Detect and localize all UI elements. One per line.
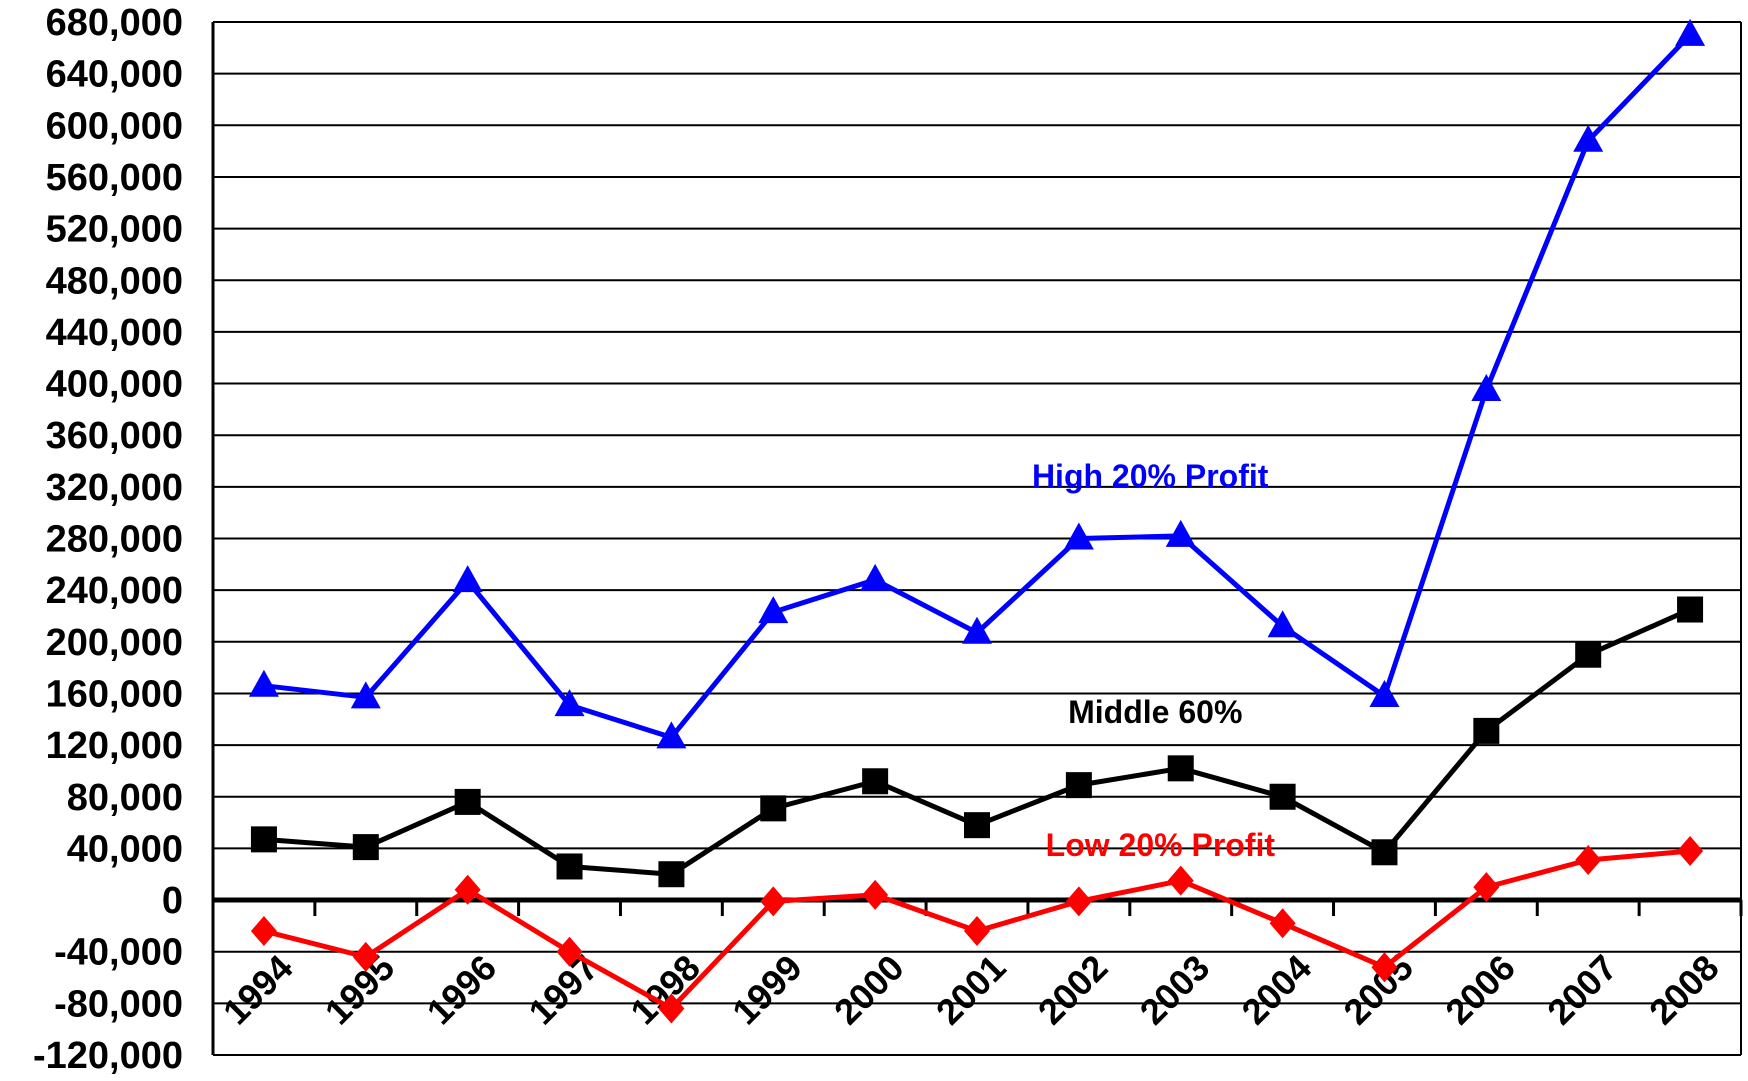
data-point-low-20-profit xyxy=(1677,835,1704,866)
data-point-high-20-profit xyxy=(1369,680,1400,708)
x-tick-label: 2003 xyxy=(1132,947,1218,1033)
x-tick-label: 2008 xyxy=(1641,947,1727,1033)
data-point-low-20-profit xyxy=(1269,908,1296,939)
y-tick-label: 480,000 xyxy=(46,260,183,302)
data-point-middle-60 xyxy=(1473,717,1500,744)
y-tick-label: 560,000 xyxy=(46,157,183,199)
data-point-middle-60 xyxy=(556,853,583,880)
data-point-high-20-profit xyxy=(554,689,585,717)
y-tick-label: 320,000 xyxy=(46,467,183,509)
data-point-high-20-profit xyxy=(656,721,687,749)
y-tick-label: 400,000 xyxy=(46,364,183,406)
data-point-high-20-profit xyxy=(1471,374,1502,402)
x-tick-label: 2004 xyxy=(1234,947,1320,1033)
data-point-low-20-profit xyxy=(1575,845,1602,876)
y-tick-label: 640,000 xyxy=(46,54,183,96)
y-tick-label: 600,000 xyxy=(46,105,183,147)
x-tick-label: 2001 xyxy=(928,947,1014,1033)
data-point-middle-60 xyxy=(454,788,481,815)
data-point-middle-60 xyxy=(862,768,889,795)
data-point-low-20-profit xyxy=(454,874,481,905)
y-tick-label: -120,000 xyxy=(33,1035,183,1077)
series-annotation: Low 20% Profit xyxy=(1046,827,1276,863)
data-point-low-20-profit xyxy=(658,993,685,1024)
x-tick-label: 2007 xyxy=(1539,947,1625,1033)
data-point-high-20-profit xyxy=(248,669,279,697)
y-tick-label: 280,000 xyxy=(46,519,183,561)
data-point-high-20-profit xyxy=(962,616,992,644)
y-tick-label: 160,000 xyxy=(46,673,183,715)
x-tick-label: 2006 xyxy=(1437,947,1523,1033)
series-annotation: High 20% Profit xyxy=(1032,458,1269,494)
data-point-low-20-profit xyxy=(1065,886,1092,917)
x-tick-label: 1996 xyxy=(419,947,505,1033)
data-point-high-20-profit xyxy=(452,565,483,593)
series-annotation: Middle 60% xyxy=(1068,694,1242,730)
data-point-middle-60 xyxy=(658,861,685,888)
y-tick-label: 80,000 xyxy=(67,777,183,819)
data-point-middle-60 xyxy=(1677,596,1704,623)
data-point-low-20-profit xyxy=(1371,952,1398,983)
data-point-middle-60 xyxy=(1269,783,1296,810)
data-point-high-20-profit xyxy=(860,563,891,591)
y-tick-label: 680,000 xyxy=(46,2,183,44)
data-point-low-20-profit xyxy=(556,936,583,967)
y-tick-labels: -120,000 -80,000 -40,000 0 40,000 80,000 120,0… xyxy=(33,2,183,1077)
data-point-middle-60 xyxy=(964,812,990,839)
y-tick-label: -80,000 xyxy=(54,983,183,1025)
x-tick-label: 2000 xyxy=(826,947,912,1033)
y-tick-label: 360,000 xyxy=(46,415,183,457)
x-tick-labels: 1994 1995 1996 1997 1998 1999 2000 2001 2002 2003… xyxy=(215,947,1727,1033)
data-point-middle-60 xyxy=(1371,839,1398,866)
x-tick-label: 1994 xyxy=(215,947,301,1033)
y-tick-label: -40,000 xyxy=(54,932,183,974)
data-point-low-20-profit xyxy=(1473,872,1500,903)
data-point-high-20-profit xyxy=(1165,519,1196,547)
data-point-middle-60 xyxy=(1575,641,1602,668)
data-point-low-20-profit xyxy=(250,916,277,947)
data-point-middle-60 xyxy=(760,795,787,822)
series-annotations: High 20% Profit Middle 60% Low 20% Profit xyxy=(1032,458,1275,863)
data-point-low-20-profit xyxy=(352,941,379,972)
data-point-low-20-profit xyxy=(760,886,787,917)
y-tick-label: 440,000 xyxy=(46,312,183,354)
y-tick-label: 520,000 xyxy=(46,209,183,251)
data-point-middle-60 xyxy=(250,826,277,853)
data-point-high-20-profit xyxy=(1267,610,1298,638)
data-point-high-20-profit xyxy=(1675,18,1706,46)
y-tick-label: 40,000 xyxy=(67,828,183,870)
data-point-low-20-profit xyxy=(964,916,990,947)
x-tick-label: 1997 xyxy=(520,947,606,1033)
x-tick-label: 1999 xyxy=(724,947,810,1033)
data-point-high-20-profit xyxy=(1063,522,1094,550)
data-point-middle-60 xyxy=(1167,755,1194,782)
x-tick-label: 2002 xyxy=(1030,947,1116,1033)
y-tick-label: 200,000 xyxy=(46,622,183,664)
data-point-low-20-profit xyxy=(1167,865,1194,896)
y-tick-label: 120,000 xyxy=(46,725,183,767)
data-point-high-20-profit xyxy=(350,681,381,709)
data-point-middle-60 xyxy=(1065,772,1092,799)
data-point-low-20-profit xyxy=(862,879,889,910)
data-point-high-20-profit xyxy=(1573,124,1604,152)
data-point-middle-60 xyxy=(352,834,379,861)
data-point-high-20-profit xyxy=(758,596,789,624)
y-tick-label: 240,000 xyxy=(46,570,183,612)
y-tick-label: 0 xyxy=(162,880,183,922)
series-layer xyxy=(248,18,1706,1024)
